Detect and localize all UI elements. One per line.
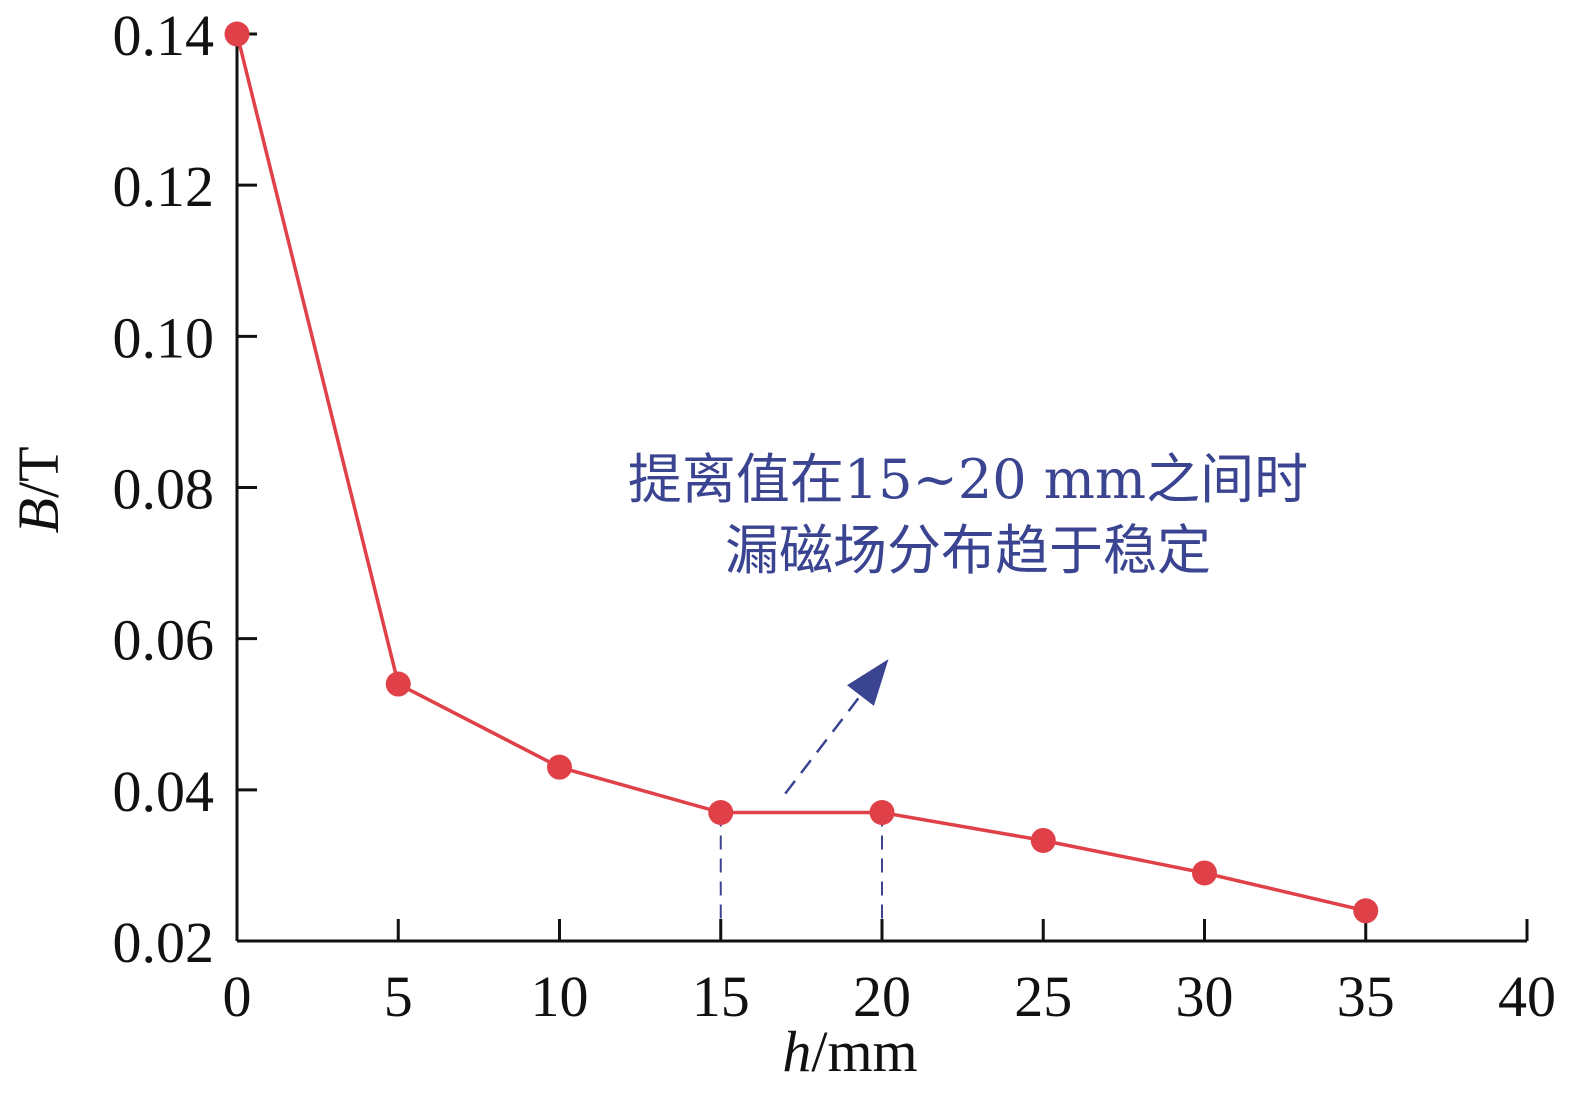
data-point — [224, 21, 250, 47]
data-point — [1192, 860, 1217, 886]
annotation-text-line-1: 提离值在15~20 mm之间时 — [628, 448, 1308, 511]
series — [235, 33, 1367, 913]
y-tick-label: 0.06 — [113, 608, 215, 673]
data-point — [1353, 898, 1379, 924]
x-tick-label: 15 — [692, 964, 750, 1029]
y-axis-title: B/T — [6, 447, 71, 534]
x-tick-label: 40 — [1498, 964, 1556, 1029]
y-tick-label: 0.12 — [113, 154, 215, 219]
y-tick-label: 0.02 — [113, 910, 215, 975]
data-point — [1030, 827, 1056, 853]
x-axis-variable: h — [782, 1019, 811, 1084]
y-ticks: 0.02 0.04 0.06 0.08 0.10 0.12 0.14 — [113, 3, 257, 975]
x-tick-label: 5 — [384, 964, 413, 1029]
x-tick-label: 25 — [1014, 964, 1072, 1029]
x-tick-label: 30 — [1176, 964, 1234, 1029]
annotation-arrow-head — [847, 659, 889, 706]
x-tick-label: 10 — [531, 964, 589, 1029]
x-axis-title: h/mm — [782, 1019, 917, 1084]
data-points — [224, 21, 1379, 924]
data-point — [385, 671, 411, 697]
y-axis-variable: B — [6, 498, 71, 533]
x-tick-label: 20 — [853, 964, 911, 1029]
x-axis-unit: /mm — [811, 1019, 917, 1084]
y-tick-label: 0.10 — [113, 305, 215, 370]
x-tick-label: 35 — [1337, 964, 1395, 1029]
x-tick-label: 0 — [223, 964, 252, 1029]
x-ticks: 0 5 10 15 20 25 30 35 40 — [223, 919, 1556, 1029]
annotation-arrow-line — [784, 694, 862, 795]
annotation: 提离值在15~20 mm之间时 漏磁场分布趋于稳定 — [628, 448, 1308, 795]
y-tick-label: 0.14 — [113, 3, 215, 68]
reference-lines — [719, 812, 883, 941]
data-point — [708, 800, 734, 826]
y-axis-unit: /T — [6, 447, 71, 499]
data-point — [547, 754, 572, 780]
series-line — [235, 33, 1367, 913]
annotation-text-line-2: 漏磁场分布趋于稳定 — [725, 519, 1211, 582]
y-tick-label: 0.08 — [113, 457, 215, 522]
data-point — [869, 800, 895, 826]
y-tick-label: 0.04 — [113, 759, 215, 824]
